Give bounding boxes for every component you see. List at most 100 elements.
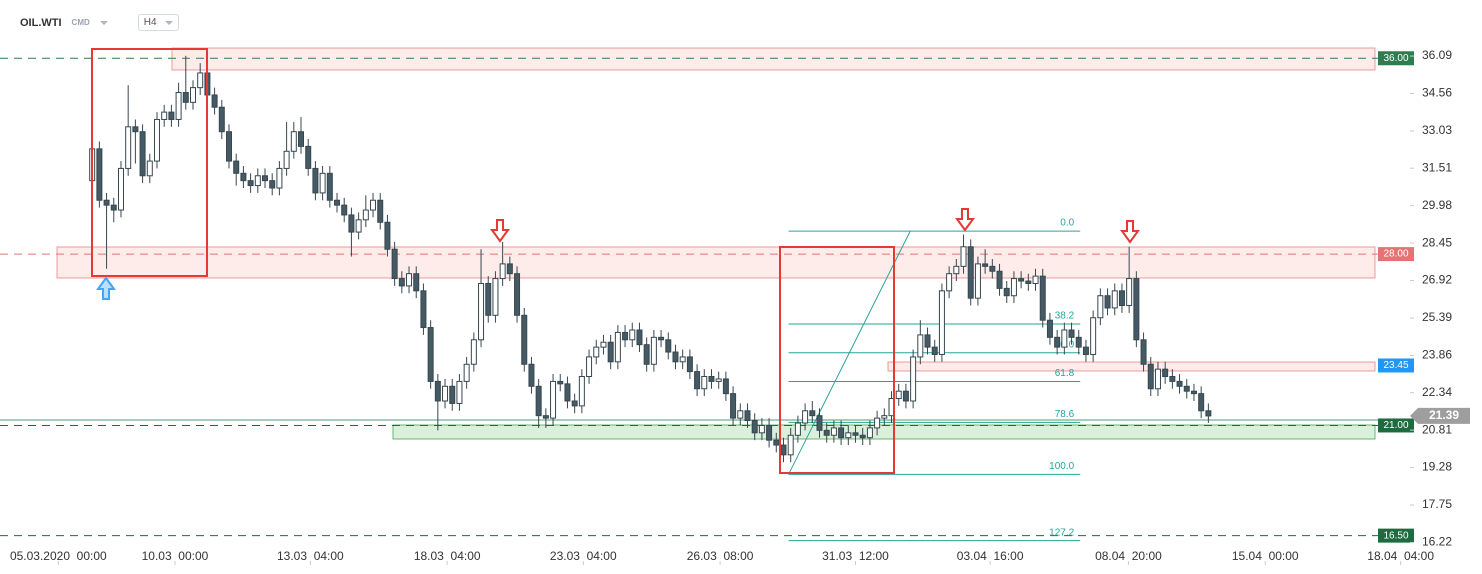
level-tag	[1378, 418, 1414, 433]
candle-body	[506, 263, 513, 275]
x-tick-label: 31.03 12:00	[822, 549, 889, 563]
candle-body	[1126, 278, 1133, 307]
level-tag-label: 16.50	[1383, 530, 1408, 541]
candle-body	[946, 273, 953, 292]
candles	[89, 55, 1212, 463]
x-tick-label: 05.03.2020 00:00	[10, 549, 107, 563]
candle-body	[110, 204, 117, 211]
candle-body	[1061, 329, 1068, 348]
candle-body	[1133, 278, 1140, 341]
candle-body	[449, 385, 456, 404]
market-caret[interactable]	[99, 20, 108, 25]
symbol[interactable]: OIL.WTI	[20, 16, 62, 29]
candle-body	[96, 148, 103, 201]
candle-body	[290, 131, 297, 152]
candle-body	[629, 329, 636, 341]
candle-body	[168, 111, 175, 120]
annotations	[91, 48, 1140, 474]
candle-body	[902, 390, 909, 402]
candle-body	[218, 106, 225, 133]
candle-body	[1176, 380, 1183, 387]
candle-body	[881, 415, 888, 419]
y-tick-label: 33.03	[1422, 123, 1452, 137]
candle-body	[737, 410, 744, 419]
candle-body	[910, 356, 917, 402]
candle-body	[463, 363, 470, 382]
candle-body	[636, 329, 643, 346]
y-tick-label: 23.86	[1422, 348, 1452, 362]
candle-body	[470, 339, 477, 365]
candle-body	[874, 417, 881, 429]
candle-body	[607, 341, 614, 363]
candle-body	[514, 273, 521, 316]
candle-body	[744, 410, 751, 422]
x-tick-label: 03.04 16:00	[957, 549, 1024, 563]
candle-body	[722, 378, 729, 395]
resistance-zone	[171, 47, 1376, 71]
candle-body	[895, 390, 902, 400]
candle-body	[341, 204, 348, 216]
x-tick-label: 18.03 04:00	[414, 549, 481, 563]
candle-body	[1075, 336, 1082, 348]
candle-body	[132, 126, 139, 133]
candle-body	[982, 263, 989, 267]
candle-body	[1183, 385, 1190, 392]
candle-body	[686, 356, 693, 373]
candle-body	[708, 376, 715, 382]
candle-body	[478, 282, 485, 341]
x-tick-label: 15.04 00:00	[1232, 549, 1299, 563]
candle-body	[852, 432, 859, 436]
level-tag-label: 21.00	[1383, 420, 1408, 431]
candle-body	[175, 92, 182, 120]
candle-body	[211, 94, 218, 108]
candle-body	[276, 167, 283, 189]
candle-body	[751, 420, 758, 434]
candle-body	[125, 126, 132, 169]
interval-select[interactable]: H4	[137, 14, 179, 31]
interval-caret	[164, 20, 173, 25]
level-tag-label: 23.45	[1383, 360, 1408, 371]
candle-body	[1162, 368, 1169, 378]
candle-body	[334, 199, 341, 206]
candle-body	[802, 410, 809, 424]
candle-body	[1198, 393, 1205, 412]
candle-body	[1068, 329, 1075, 338]
candle-body	[146, 160, 153, 177]
candle-body	[233, 160, 240, 174]
fib-label: 100.0	[1049, 461, 1074, 472]
fib-label: 0.0	[1060, 218, 1074, 229]
candle-body	[521, 314, 528, 365]
y-tick-label: 28.45	[1422, 235, 1452, 249]
candle-body	[427, 327, 434, 382]
candle-body	[1111, 290, 1118, 309]
candle-body	[1046, 319, 1053, 338]
candle-body	[643, 344, 650, 365]
candle-body	[298, 131, 305, 147]
support-zone	[392, 424, 1376, 440]
candle-body	[182, 92, 189, 103]
candle-body	[312, 167, 319, 194]
candle-body	[823, 429, 830, 436]
candle-body	[319, 172, 326, 194]
y-tick-label: 36.09	[1422, 48, 1452, 62]
candle-body	[974, 263, 981, 299]
fib-label: 38.2	[1055, 311, 1075, 322]
candle-body	[247, 180, 254, 187]
candle-body	[1118, 290, 1125, 307]
candle-body	[960, 246, 967, 267]
interval: H4	[143, 17, 157, 28]
candle-body	[485, 282, 492, 316]
y-tick-label: 17.75	[1422, 497, 1452, 511]
candle-body	[283, 150, 290, 169]
candle-body	[1025, 280, 1032, 284]
candle-body	[1190, 390, 1197, 395]
y-tick-label: 19.28	[1422, 460, 1452, 474]
candle-body	[658, 336, 665, 341]
candle-body	[564, 383, 571, 402]
x-tick-label: 08.04 20:00	[1095, 549, 1162, 563]
candle-body	[830, 427, 837, 436]
candle-body	[240, 172, 247, 182]
candle-body	[269, 180, 276, 189]
